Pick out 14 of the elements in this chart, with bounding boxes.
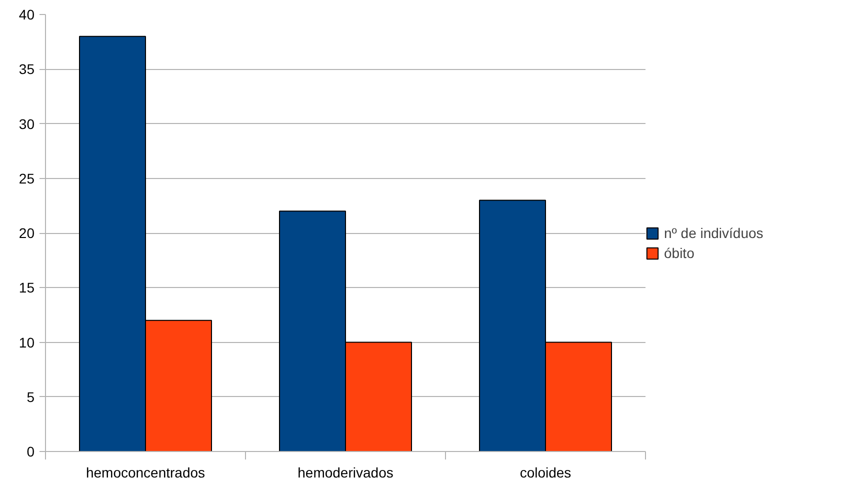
y-tick-label: 30 — [18, 116, 35, 132]
y-tick-label: 5 — [26, 388, 35, 405]
legend-label: nº de indivíduos — [664, 225, 764, 241]
y-tick-label: 10 — [18, 334, 35, 350]
y-tick-label: 40 — [18, 6, 35, 22]
y-tick-label: 35 — [18, 61, 35, 78]
y-tick-label: 25 — [18, 170, 35, 186]
y-tick-label: 20 — [18, 225, 35, 241]
y-tick-label: 0 — [26, 444, 35, 460]
x-tick-label: hemoderivados — [298, 464, 394, 480]
legend-label: óbito — [664, 245, 694, 261]
x-tick-label: coloides — [520, 464, 572, 480]
y-tick-label: 15 — [18, 280, 35, 296]
x-tick-label: hemoconcentrados — [86, 464, 206, 480]
